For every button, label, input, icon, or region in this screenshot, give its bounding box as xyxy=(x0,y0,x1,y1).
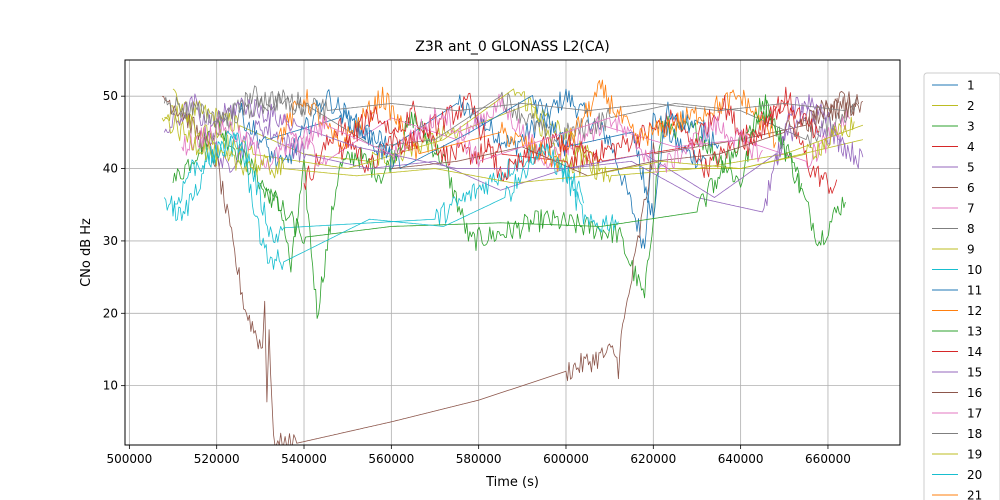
legend-label-9: 9 xyxy=(967,243,975,257)
y-tick-label: 10 xyxy=(103,379,118,393)
series-line-4 xyxy=(303,100,838,194)
x-tick-label: 520000 xyxy=(194,452,240,466)
plot-series xyxy=(161,79,864,445)
series-line-18 xyxy=(163,93,846,129)
series-line-15 xyxy=(207,94,846,198)
series-line-11 xyxy=(238,89,720,219)
legend-label-12: 12 xyxy=(967,304,982,318)
legend-label-4: 4 xyxy=(967,140,975,154)
x-tick-label: 500000 xyxy=(106,452,152,466)
legend-label-18: 18 xyxy=(967,427,982,441)
y-axis-ticks: 10 20 30 40 50 xyxy=(103,89,125,393)
series-line-19 xyxy=(164,114,855,184)
series-line-12 xyxy=(277,79,776,172)
plot-frame xyxy=(124,59,901,446)
legend-label-11: 11 xyxy=(967,284,982,298)
x-tick-label: 620000 xyxy=(630,452,676,466)
series-line-20 xyxy=(163,130,584,270)
x-tick-label: 660000 xyxy=(805,452,851,466)
x-axis-label: Time (s) xyxy=(485,475,539,490)
legend-label-2: 2 xyxy=(967,99,975,113)
x-tick-label: 640000 xyxy=(718,452,764,466)
x-tick-label: 560000 xyxy=(368,452,414,466)
legend-label-1: 1 xyxy=(967,79,975,93)
series-line-16 xyxy=(391,94,859,177)
legend-label-6: 6 xyxy=(967,181,975,195)
legend-label-13: 13 xyxy=(967,325,982,339)
legend-label-20: 20 xyxy=(967,468,982,482)
legend-label-7: 7 xyxy=(967,202,975,216)
x-axis-ticks: 500000 520000 540000 560000 580000 600000 6200… xyxy=(106,445,851,466)
chart-title: Z3R ant_0 GLONASS L2(CA) xyxy=(415,39,609,55)
legend-label-19: 19 xyxy=(967,448,982,462)
legend-label-14: 14 xyxy=(967,345,982,359)
x-tick-label: 540000 xyxy=(281,452,327,466)
x-tick-label: 600000 xyxy=(543,452,589,466)
legend-label-3: 3 xyxy=(967,120,975,134)
series-line-13 xyxy=(260,99,803,244)
legend-label-5: 5 xyxy=(967,161,975,175)
legend-label-10: 10 xyxy=(967,263,982,277)
y-tick-label: 40 xyxy=(103,162,118,176)
y-tick-label: 30 xyxy=(103,234,118,248)
y-tick-label: 50 xyxy=(103,89,118,103)
legend-label-17: 17 xyxy=(967,407,982,421)
y-axis-label: CNo dB Hz xyxy=(79,218,94,287)
x-tick-label: 580000 xyxy=(456,452,502,466)
legend-label-21: 21 xyxy=(967,489,982,500)
series-line-17 xyxy=(181,106,763,174)
legend-label-16: 16 xyxy=(967,386,982,400)
legend-box xyxy=(923,72,1000,500)
legend-label-15: 15 xyxy=(967,366,982,380)
series-line-1 xyxy=(266,88,706,249)
legend-label-8: 8 xyxy=(967,222,975,236)
y-tick-label: 20 xyxy=(103,306,118,320)
